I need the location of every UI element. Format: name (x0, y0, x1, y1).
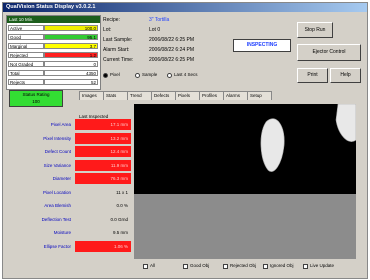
measure-label: Moisture (7, 230, 71, 235)
tab[interactable]: Images (79, 91, 104, 100)
tab[interactable]: Pixels (175, 91, 200, 100)
measure-value: 0.0 % (75, 200, 131, 211)
tab[interactable]: Stats (103, 91, 128, 100)
measure-value: 11 x 1 (75, 187, 131, 198)
status-title: Status Rating (10, 91, 62, 98)
window: QualVision Status Display v3.0.2.1 Last … (2, 2, 368, 279)
summary-label: Rejects (8, 79, 44, 85)
measure-label: Defect Count (7, 149, 71, 154)
radio-label: Last 4 Secs (174, 72, 198, 77)
tab[interactable]: Alarms (223, 91, 248, 100)
summary-value: 4350 (44, 70, 98, 76)
title-bar: QualVision Status Display v3.0.2.1 (3, 3, 367, 12)
measure-label: Area Blemish (7, 203, 71, 208)
summary-label: Good (8, 34, 44, 40)
checkbox-label: Good Obj (190, 263, 209, 268)
radio-label: Pixel (110, 72, 120, 77)
measure-label: Ellipse Factor (7, 244, 71, 249)
summary-label: Rejected (8, 52, 44, 58)
belt-area (134, 194, 356, 259)
stop-run-button[interactable]: Stop Run (297, 22, 333, 38)
summary-title: Last 10 Min. (7, 16, 100, 23)
status-box: Status Rating 100 (9, 90, 63, 107)
measure-label: Pixel Location (7, 190, 71, 195)
inspection-image (134, 104, 356, 259)
status-value: 100 (10, 98, 62, 105)
checkbox-label: Live Update (310, 263, 334, 268)
summary-value: 52 (44, 79, 98, 85)
info-value: 2006/08/22 6:24 PM (149, 47, 194, 53)
measure-value: 11.9 mm (75, 160, 131, 171)
tab[interactable]: Defects (151, 91, 176, 100)
checkbox[interactable] (183, 264, 188, 269)
info-label: Current Time: (103, 57, 133, 63)
checkbox[interactable] (143, 264, 148, 269)
tab[interactable]: Trend (127, 91, 152, 100)
measure-label: Pixel Area (7, 122, 71, 127)
image-background (134, 104, 356, 194)
summary-value: 100.0 (44, 25, 98, 31)
radio-label: Sample (142, 72, 157, 77)
measure-value: 1.06 % (75, 241, 131, 252)
measure-label: Pixel Intensity (7, 136, 71, 141)
state-box: INSPECTING (233, 39, 291, 52)
checkbox-label: All (150, 263, 155, 268)
ejector-button[interactable]: Ejector Control (297, 44, 361, 61)
checkbox-label: Ignored Obj (270, 263, 294, 268)
summary-value: 95.1 (44, 34, 98, 40)
print-button[interactable]: Print (297, 68, 328, 83)
info-label: Recipe: (103, 17, 120, 23)
measure-value: 12.4 mm (75, 146, 131, 157)
info-label: Lot: (103, 27, 111, 33)
info-label: Alarm Start: (103, 47, 129, 53)
info-label: Last Sample: (103, 37, 132, 43)
summary-label: Marginal (8, 43, 44, 49)
measure-value: 76.3 mm (75, 173, 131, 184)
summary-value: 1.2 (44, 52, 98, 58)
summary-value: 0 (44, 61, 98, 67)
help-button[interactable]: Help (330, 68, 361, 83)
measure-value: 17.1 mm (75, 119, 131, 130)
measure-value: 9.5 mm (75, 227, 131, 238)
measure-label: Deflection Test (7, 217, 71, 222)
checkbox[interactable] (303, 264, 308, 269)
tab[interactable]: Setup (247, 91, 272, 100)
measure-label: Diameter (7, 176, 71, 181)
info-value: 3" Tortilla (149, 17, 169, 23)
tab[interactable]: Profiles (199, 91, 224, 100)
info-value: 2006/08/22 6:25 PM (149, 37, 194, 43)
measure-value: 0.0 Grnd (75, 214, 131, 225)
info-value: 2006/08/22 6:25 PM (149, 57, 194, 63)
summary-label: Not Graded (8, 61, 44, 67)
page: QualVision Status Display v3.0.2.1 Last … (0, 0, 370, 280)
measure-value: 13.2 mm (75, 133, 131, 144)
radio[interactable] (135, 73, 140, 78)
summary-label: Active (8, 25, 44, 31)
checkbox[interactable] (223, 264, 228, 269)
info-value: Lot 0 (149, 27, 160, 33)
summary-label: Total (8, 70, 44, 76)
checkbox[interactable] (263, 264, 268, 269)
radio[interactable] (167, 73, 172, 78)
measure-label: Size Variance (7, 163, 71, 168)
checkbox-label: Rejected Obj (230, 263, 256, 268)
radio[interactable] (103, 73, 108, 78)
summary-value: 3.7 (44, 43, 98, 49)
